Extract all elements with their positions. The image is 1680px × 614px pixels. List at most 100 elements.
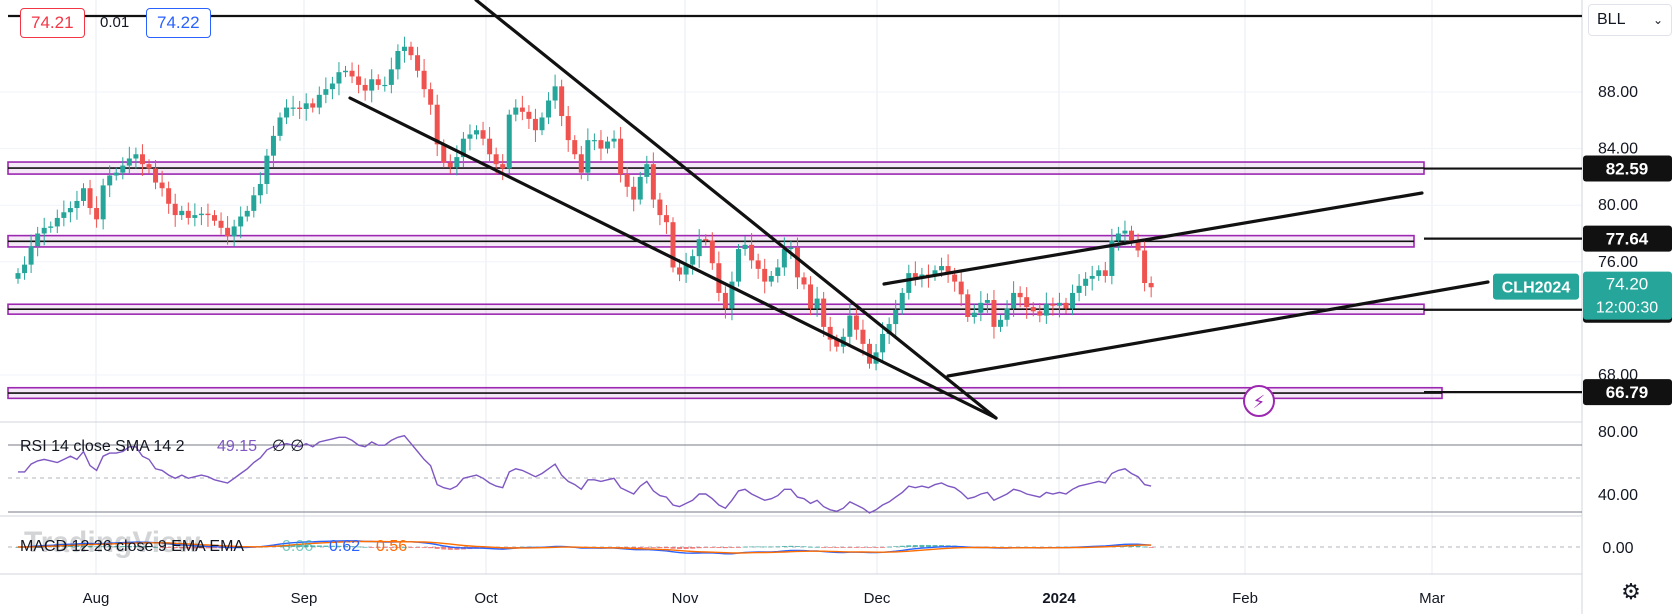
- candle-body: [349, 70, 355, 77]
- candle-body: [421, 70, 427, 90]
- macd-histogram-bar: [159, 547, 165, 548]
- macd-legend-signal: 0.56: [376, 538, 407, 555]
- macd-histogram-bar: [834, 547, 840, 548]
- candle-body: [1004, 308, 1010, 320]
- candle-body: [532, 118, 538, 131]
- macd-histogram-bar: [853, 547, 859, 548]
- macd-histogram-bar: [932, 545, 938, 547]
- macd-histogram-bar: [81, 545, 86, 547]
- countdown-label: 12:00:30: [1596, 300, 1658, 317]
- candle-body: [159, 182, 165, 189]
- candle-body: [768, 275, 774, 282]
- candle-body: [1148, 283, 1154, 288]
- candle-body: [1070, 292, 1076, 309]
- candle-body: [775, 267, 781, 276]
- candle-body: [251, 195, 257, 211]
- macd-histogram-bar: [87, 545, 93, 547]
- macd-legend-macd: 0.62: [329, 538, 360, 555]
- macd-histogram-bar: [415, 547, 421, 548]
- macd-histogram-bar: [139, 546, 145, 548]
- candle-body: [971, 312, 977, 317]
- candle-body: [1050, 304, 1056, 306]
- candle-body: [323, 89, 329, 95]
- symbol-badge-label: CLH2024: [1502, 280, 1571, 297]
- macd-histogram-bar: [362, 546, 368, 548]
- candle-body: [919, 274, 925, 278]
- macd-histogram-bar: [61, 545, 67, 547]
- time-axis-label: Dec: [864, 590, 891, 607]
- candle-body: [893, 309, 899, 325]
- macd-histogram-bar: [749, 546, 755, 548]
- candle-body: [742, 244, 748, 250]
- candle-body: [690, 256, 696, 265]
- macd-histogram-bar: [919, 544, 925, 547]
- candle-body: [847, 315, 853, 337]
- macd-histogram-bar: [677, 547, 683, 550]
- macd-histogram-bar: [153, 546, 159, 548]
- candle-body: [1030, 307, 1036, 312]
- macd-histogram-bar: [375, 547, 381, 548]
- candle-body: [336, 72, 342, 84]
- macd-histogram-bar: [624, 547, 630, 548]
- grid-lines: [0, 0, 1583, 614]
- macd-histogram-bar: [814, 546, 820, 548]
- macd-histogram-bar: [1142, 546, 1148, 548]
- candle-body: [683, 264, 689, 275]
- candle-body: [257, 183, 263, 196]
- price-axis-label: 84.00: [1598, 141, 1638, 158]
- candle-body: [1089, 275, 1095, 279]
- macd-histogram-bar: [74, 545, 80, 547]
- candle-body: [94, 208, 100, 220]
- candle-body: [526, 111, 532, 119]
- candle-body: [657, 199, 663, 216]
- macd-histogram-bar: [729, 547, 735, 548]
- rsi-axis-label: 40.00: [1598, 487, 1638, 504]
- macd-histogram-bar: [382, 547, 388, 548]
- candle-body: [1129, 230, 1134, 242]
- candle-body: [67, 208, 73, 213]
- tradingview-watermark: TradingView: [24, 526, 201, 559]
- macd-histogram-bar: [395, 547, 401, 548]
- candle-body: [441, 144, 447, 163]
- candle-body: [565, 116, 571, 141]
- level-tag-label: 77.64: [1606, 230, 1649, 249]
- candle-body: [611, 138, 617, 142]
- macd-histogram-bar: [428, 547, 434, 549]
- candle-body: [297, 107, 303, 109]
- candle-body: [794, 247, 800, 278]
- candle-body: [978, 302, 984, 313]
- gear-icon[interactable]: ⚙: [1621, 579, 1641, 604]
- macd-histogram-bar: [788, 545, 794, 547]
- candle-body: [801, 277, 807, 285]
- macd-histogram-bar: [172, 547, 178, 549]
- candle-body: [113, 172, 119, 176]
- ask-price-box[interactable]: 74.22: [146, 8, 211, 38]
- macd-histogram-bar: [644, 547, 650, 548]
- rsi-legend-value: 49.15: [217, 438, 257, 455]
- last-price-tag: [1583, 271, 1672, 320]
- candle-body: [238, 216, 244, 227]
- symbol-select-value: BLL: [1597, 11, 1626, 28]
- level-tag-label: 66.79: [1606, 383, 1649, 402]
- macd-histogram-bar: [185, 547, 191, 549]
- macd-histogram-bar: [808, 546, 814, 548]
- candle-body: [808, 284, 814, 309]
- candle-body: [519, 107, 525, 112]
- symbol-select[interactable]: BLL ⌄: [1588, 4, 1672, 36]
- lightning-icon: [1243, 385, 1275, 417]
- macd-histogram-bar: [434, 547, 440, 549]
- macd-histogram-bar: [847, 547, 853, 548]
- bid-price-box[interactable]: 74.21: [20, 8, 85, 38]
- macd-histogram-bar: [205, 547, 211, 549]
- candle-body: [821, 298, 827, 327]
- candle-body: [722, 292, 728, 309]
- candle-body: [395, 50, 401, 70]
- macd-histogram-bar: [827, 547, 833, 548]
- candle-body: [270, 135, 276, 156]
- level-tag-label: 82.59: [1606, 160, 1649, 179]
- candle-body: [572, 140, 578, 155]
- macd-legend-label: MACD 12 26 close 9 EMA EMA: [20, 538, 244, 555]
- symbol-badge: [1493, 273, 1579, 300]
- macd-histogram-bar: [297, 544, 303, 547]
